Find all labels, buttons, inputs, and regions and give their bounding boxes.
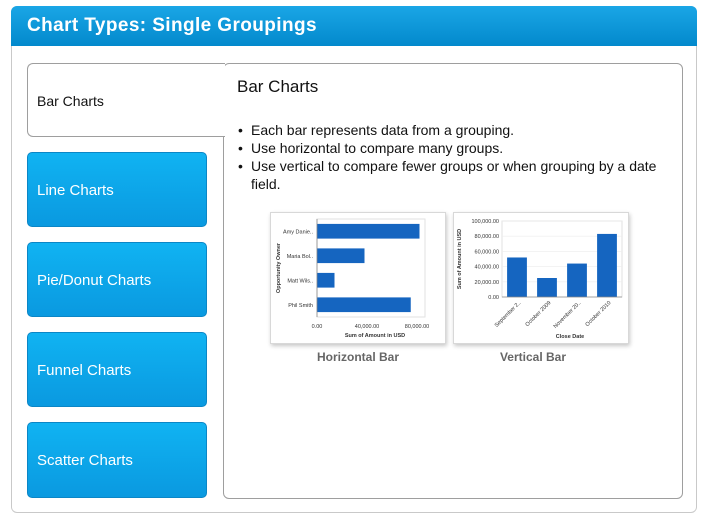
y-tick-label: 20,000.00: [475, 280, 499, 286]
category-label: Phil Smith: [288, 303, 313, 309]
x-axis-label: Sum of Amount in USD: [345, 333, 405, 339]
x-tick-label: 80,000.00: [405, 324, 429, 330]
category-label: October 2009: [525, 300, 553, 328]
y-tick-label: 40,000.00: [475, 265, 499, 271]
tab-scatter-charts[interactable]: Scatter Charts: [27, 422, 207, 498]
category-label: Amy Danie..: [283, 229, 313, 235]
tab-funnel-charts[interactable]: Funnel Charts: [27, 332, 207, 407]
category-label: Matt Wils..: [287, 278, 313, 284]
horizontal-bar-caption: Horizontal Bar: [316, 350, 399, 364]
horizontal-bar-chart: Amy Danie.. Maria Bol.. Matt Wils.. Phil Sm…: [276, 218, 429, 339]
vertical-bar-chart: 100,000.00 80,000.00 60,000.00 40,000.00 20,…: [457, 219, 623, 340]
page-title: Chart Types: Single Groupings: [11, 6, 697, 46]
bullet-item: Use vertical to compare fewer groups or …: [236, 157, 666, 193]
vertical-bar-caption: Vertical Bar: [499, 350, 567, 364]
bar: [317, 297, 411, 313]
y-tick-label: 80,000.00: [475, 234, 499, 240]
bar: [567, 263, 587, 297]
y-tick-label: 60,000.00: [475, 249, 499, 255]
bar: [597, 233, 617, 297]
y-axis-label: Opportunity Owner: [276, 242, 282, 293]
section-title: Bar Charts: [237, 77, 319, 96]
category-label: November 20..: [553, 300, 583, 330]
bar: [507, 257, 527, 297]
bar: [537, 278, 557, 297]
x-axis-label: Close Date: [556, 334, 584, 340]
y-axis-label: Sum of Amount in USD: [457, 229, 463, 289]
bar: [317, 223, 420, 239]
x-tick-label: 0.00: [312, 324, 323, 330]
tab-pie-donut-charts[interactable]: Pie/Donut Charts: [27, 242, 207, 317]
y-tick-label: 0.00: [488, 295, 499, 301]
x-tick-label: 40,000.00: [355, 324, 379, 330]
bar: [317, 248, 365, 264]
category-label: September 2..: [494, 300, 523, 329]
tab-line-charts[interactable]: Line Charts: [27, 152, 207, 227]
vertical-bar-chart-card: 100,000.00 80,000.00 60,000.00 40,000.00 20,…: [453, 212, 629, 344]
bar: [317, 272, 335, 288]
y-tick-label: 100,000.00: [471, 219, 499, 225]
bullet-list: Each bar represents data from a grouping…: [236, 121, 666, 193]
bullet-item: Each bar represents data from a grouping…: [236, 121, 666, 139]
category-label: Maria Bol..: [287, 254, 314, 260]
horizontal-bar-chart-card: Amy Danie.. Maria Bol.. Matt Wils.. Phil Sm…: [270, 212, 446, 344]
category-label: October 2010: [585, 300, 613, 328]
bullet-item: Use horizontal to compare many groups.: [236, 139, 666, 157]
tab-bar-charts[interactable]: Bar Charts: [27, 63, 225, 137]
